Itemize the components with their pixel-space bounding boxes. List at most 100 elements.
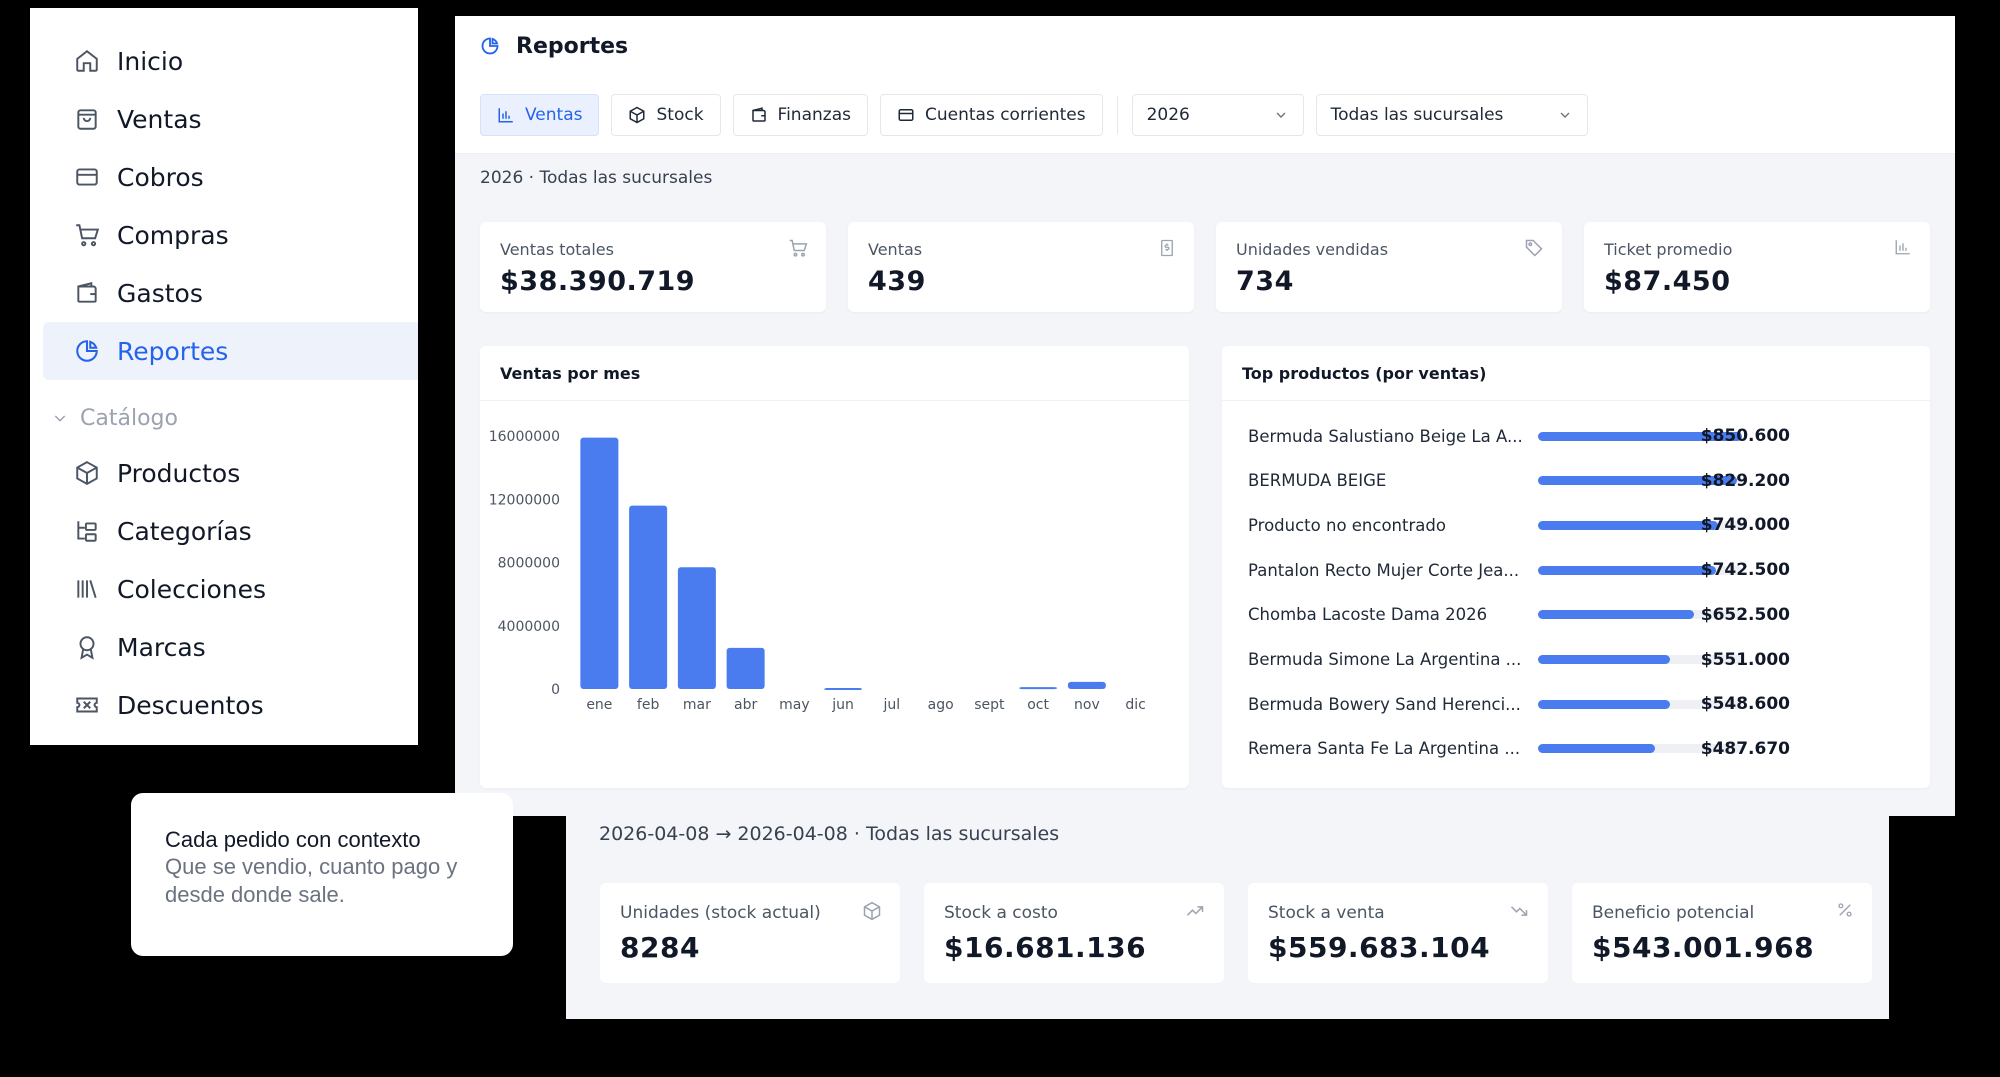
sidebar-item-label: Inicio	[117, 46, 184, 76]
cart-icon	[788, 238, 808, 258]
bar-abr[interactable]	[726, 647, 765, 689]
trending-up-icon	[1184, 901, 1206, 921]
top-product-row: Remera Santa Fe La Argentina ... $487.670	[1248, 727, 1790, 771]
kpi-value: 8284	[620, 931, 700, 964]
product-value: $652.500	[1700, 604, 1790, 625]
bar-chart-icon	[497, 106, 515, 124]
divider	[1116, 95, 1118, 134]
wallet-icon	[73, 279, 101, 307]
bar-feb[interactable]	[629, 505, 668, 689]
stock-kpi-costo: Stock a costo $16.681.136	[924, 883, 1224, 983]
bar-ene[interactable]	[580, 437, 619, 689]
y-tick-label: 8000000	[498, 556, 560, 572]
divider	[1222, 400, 1930, 401]
sidebar-item-marcas[interactable]: Marcas	[43, 618, 418, 676]
sidebar-item-productos[interactable]: Productos	[43, 444, 418, 502]
product-name: Chomba Lacoste Dama 2026	[1248, 605, 1488, 625]
bar-jun[interactable]	[824, 688, 863, 691]
box-icon	[628, 106, 646, 124]
x-tick-label: oct	[1027, 697, 1049, 713]
award-icon	[73, 633, 101, 661]
sidebar-section-label: Catálogo	[80, 405, 178, 431]
kpi-label: Stock a costo	[944, 903, 1058, 923]
panel-title: Top productos (por ventas)	[1242, 364, 1487, 383]
product-bar-fill	[1538, 699, 1670, 709]
product-value: $850.600	[1700, 426, 1790, 446]
kpi-label: Unidades vendidas	[1236, 240, 1389, 259]
y-tick-label: 12000000	[489, 492, 560, 508]
product-name: Producto no encontrado	[1248, 515, 1446, 535]
product-bar-track	[1538, 431, 1742, 441]
product-value: $829.200	[1700, 470, 1790, 491]
panel-title: Ventas por mes	[500, 364, 641, 383]
shopping-bag-icon	[73, 105, 101, 133]
year-select[interactable]: 2026	[1131, 93, 1304, 136]
sidebar-item-ventas[interactable]: Ventas	[43, 90, 418, 148]
stock-kpi-beneficio: Beneficio potencial $543.001.968	[1572, 883, 1872, 983]
sidebar-item-label: Categorías	[117, 516, 252, 546]
sidebar-item-label: Colecciones	[117, 574, 267, 604]
product-bar-fill	[1538, 476, 1737, 486]
top-product-row: Bermuda Salustiano Beige La A... $850.600	[1248, 414, 1790, 458]
branch-select-value: Todas las sucursales	[1330, 104, 1504, 125]
box-icon	[862, 901, 882, 921]
page-title: Reportes	[516, 33, 629, 59]
kpi-card-ventas: Ventas 439	[848, 222, 1194, 312]
product-name: Bermuda Salustiano Beige La A...	[1248, 426, 1523, 446]
y-tick-label: 0	[551, 682, 560, 698]
x-tick-label: dic	[1125, 697, 1145, 713]
sidebar-item-inicio[interactable]: Inicio	[43, 32, 418, 90]
sidebar-item-label: Cobros	[117, 162, 204, 192]
wallet-icon	[750, 106, 768, 124]
sales-by-month-chart: 0 4000000 8000000 12000000 16000000 ene feb mar…	[489, 429, 1146, 713]
tab-label: Ventas	[525, 104, 583, 125]
sidebar-item-colecciones[interactable]: Colecciones	[43, 560, 418, 618]
kpi-value: $87.450	[1604, 266, 1731, 297]
product-bar-track	[1538, 699, 1742, 709]
product-value: $742.500	[1700, 560, 1790, 581]
sidebar-section-catalogo[interactable]: Catálogo	[30, 392, 418, 444]
bar-nov[interactable]	[1067, 681, 1106, 689]
product-bar-track	[1538, 744, 1742, 754]
kpi-value: $38.390.719	[500, 266, 696, 297]
product-bar-fill	[1538, 565, 1717, 575]
chevron-down-icon	[1273, 107, 1289, 123]
tab-label: Finanzas	[777, 104, 851, 125]
sidebar-item-categorias[interactable]: Categorías	[43, 502, 418, 560]
sidebar-item-descuentos[interactable]: Descuentos	[43, 676, 418, 734]
kpi-card-ventas-totales: Ventas totales $38.390.719	[480, 222, 826, 312]
sidebar-item-compras[interactable]: Compras	[43, 206, 418, 264]
branch-select[interactable]: Todas las sucursales	[1315, 93, 1588, 136]
library-icon	[73, 575, 101, 603]
sidebar-item-reportes[interactable]: Reportes	[43, 322, 418, 380]
kpi-label: Ventas totales	[500, 240, 614, 259]
stock-kpi-unidades: Unidades (stock actual) 8284	[600, 883, 900, 983]
home-icon	[73, 47, 101, 75]
x-tick-label: feb	[637, 697, 660, 713]
product-bar-track	[1538, 565, 1742, 575]
kpi-label: Unidades (stock actual)	[620, 903, 821, 923]
report-tabs: Ventas Stock Finanzas Cuentas corrientes…	[455, 76, 1955, 154]
sidebar-item-cobros[interactable]: Cobros	[43, 148, 418, 206]
pie-chart-icon	[73, 337, 101, 365]
tab-stock[interactable]: Stock	[611, 93, 721, 136]
sidebar-item-gastos[interactable]: Gastos	[43, 264, 418, 322]
tab-finanzas[interactable]: Finanzas	[732, 93, 868, 136]
chevron-down-icon	[1557, 107, 1573, 123]
bar-mar[interactable]	[677, 567, 716, 689]
tab-cuentas-corrientes[interactable]: Cuentas corrientes	[879, 93, 1103, 136]
y-tick-label: 4000000	[498, 619, 560, 635]
bar-oct[interactable]	[1019, 687, 1058, 690]
product-name: Bermuda Simone La Argentina ...	[1248, 650, 1522, 669]
product-bar-fill	[1538, 431, 1742, 441]
product-bar-fill	[1538, 744, 1655, 754]
sidebar-item-label: Reportes	[117, 336, 229, 366]
product-bar-track	[1538, 476, 1742, 486]
chevron-down-icon	[52, 410, 68, 426]
tab-ventas[interactable]: Ventas	[480, 93, 600, 136]
top-product-row: Bermuda Bowery Sand Herenci... $548.600	[1248, 682, 1790, 726]
y-tick-label: 16000000	[489, 429, 560, 445]
product-value: $548.600	[1700, 694, 1790, 715]
pie-chart-icon	[480, 36, 500, 56]
top-product-row: Producto no encontrado $749.000	[1248, 503, 1790, 547]
